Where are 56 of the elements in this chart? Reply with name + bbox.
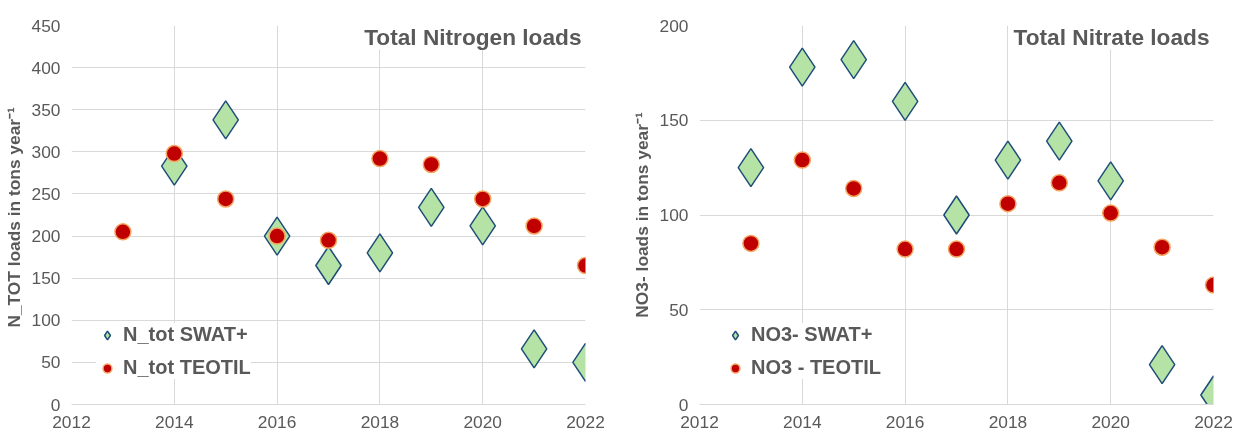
point: [994, 140, 1022, 180]
x-tick-label: 2016: [885, 411, 925, 432]
point: [366, 233, 394, 273]
point: [520, 329, 548, 369]
y-tick-label: 50: [41, 352, 61, 373]
y-tick-label: 100: [659, 205, 689, 225]
point: [525, 217, 543, 235]
point: [473, 190, 492, 208]
point: [216, 190, 235, 208]
y-tick-label: 450: [31, 15, 61, 36]
point: [742, 234, 760, 253]
x-tick-label: 2018: [988, 411, 1028, 432]
y-tick-label: 150: [659, 110, 689, 131]
x-tick-label: 2016: [257, 411, 297, 432]
point: [1050, 174, 1069, 192]
point: [999, 194, 1017, 213]
x-tick-label: 2014: [783, 411, 822, 432]
point: [165, 144, 184, 163]
y-axis-title: NO3- loads in tons year⁻¹: [631, 112, 652, 318]
x-tick-label: 2020: [1091, 411, 1130, 432]
legend-label: NO3- SWAT+: [751, 323, 873, 346]
chart-title: Total Nitrogen loads: [364, 23, 582, 50]
point: [1101, 204, 1120, 222]
point: [1153, 238, 1171, 256]
legend-label: N_tot SWAT+: [123, 323, 248, 346]
x-tick-label: 2022: [566, 411, 605, 432]
point: [422, 155, 441, 174]
x-tick-label: 2014: [155, 411, 194, 432]
y-tick-label: 150: [31, 268, 61, 289]
point: [114, 223, 132, 241]
legend-label: NO3 - TEOTIL: [751, 356, 881, 379]
point: [788, 47, 816, 87]
point: [1097, 161, 1125, 201]
point: [212, 100, 240, 140]
point: [896, 240, 914, 258]
y-tick-label: 400: [31, 57, 61, 78]
y-tick-label: 100: [31, 310, 61, 331]
y-tick-label: 250: [31, 183, 61, 204]
point: [947, 240, 966, 258]
x-tick-label: 2020: [463, 411, 502, 432]
point: [469, 206, 497, 246]
point: [793, 151, 812, 169]
y-tick-label: 350: [31, 99, 61, 120]
y-tick-label: 50: [669, 299, 689, 320]
y-tick-label: 300: [31, 141, 61, 162]
x-tick-label: 2018: [360, 411, 400, 432]
x-tick-label: 2022: [1194, 411, 1233, 432]
legend-label: N_tot TEOTIL: [123, 356, 251, 379]
y-axis-title: N_TOT loads in tons year⁻¹: [3, 106, 24, 328]
point: [1045, 121, 1073, 161]
point: [371, 149, 389, 168]
y-tick-label: 200: [31, 226, 61, 247]
point: [319, 231, 338, 249]
chart-title: Total Nitrate loads: [1013, 23, 1210, 50]
point: [844, 179, 863, 198]
y-tick-label: 200: [659, 15, 689, 36]
